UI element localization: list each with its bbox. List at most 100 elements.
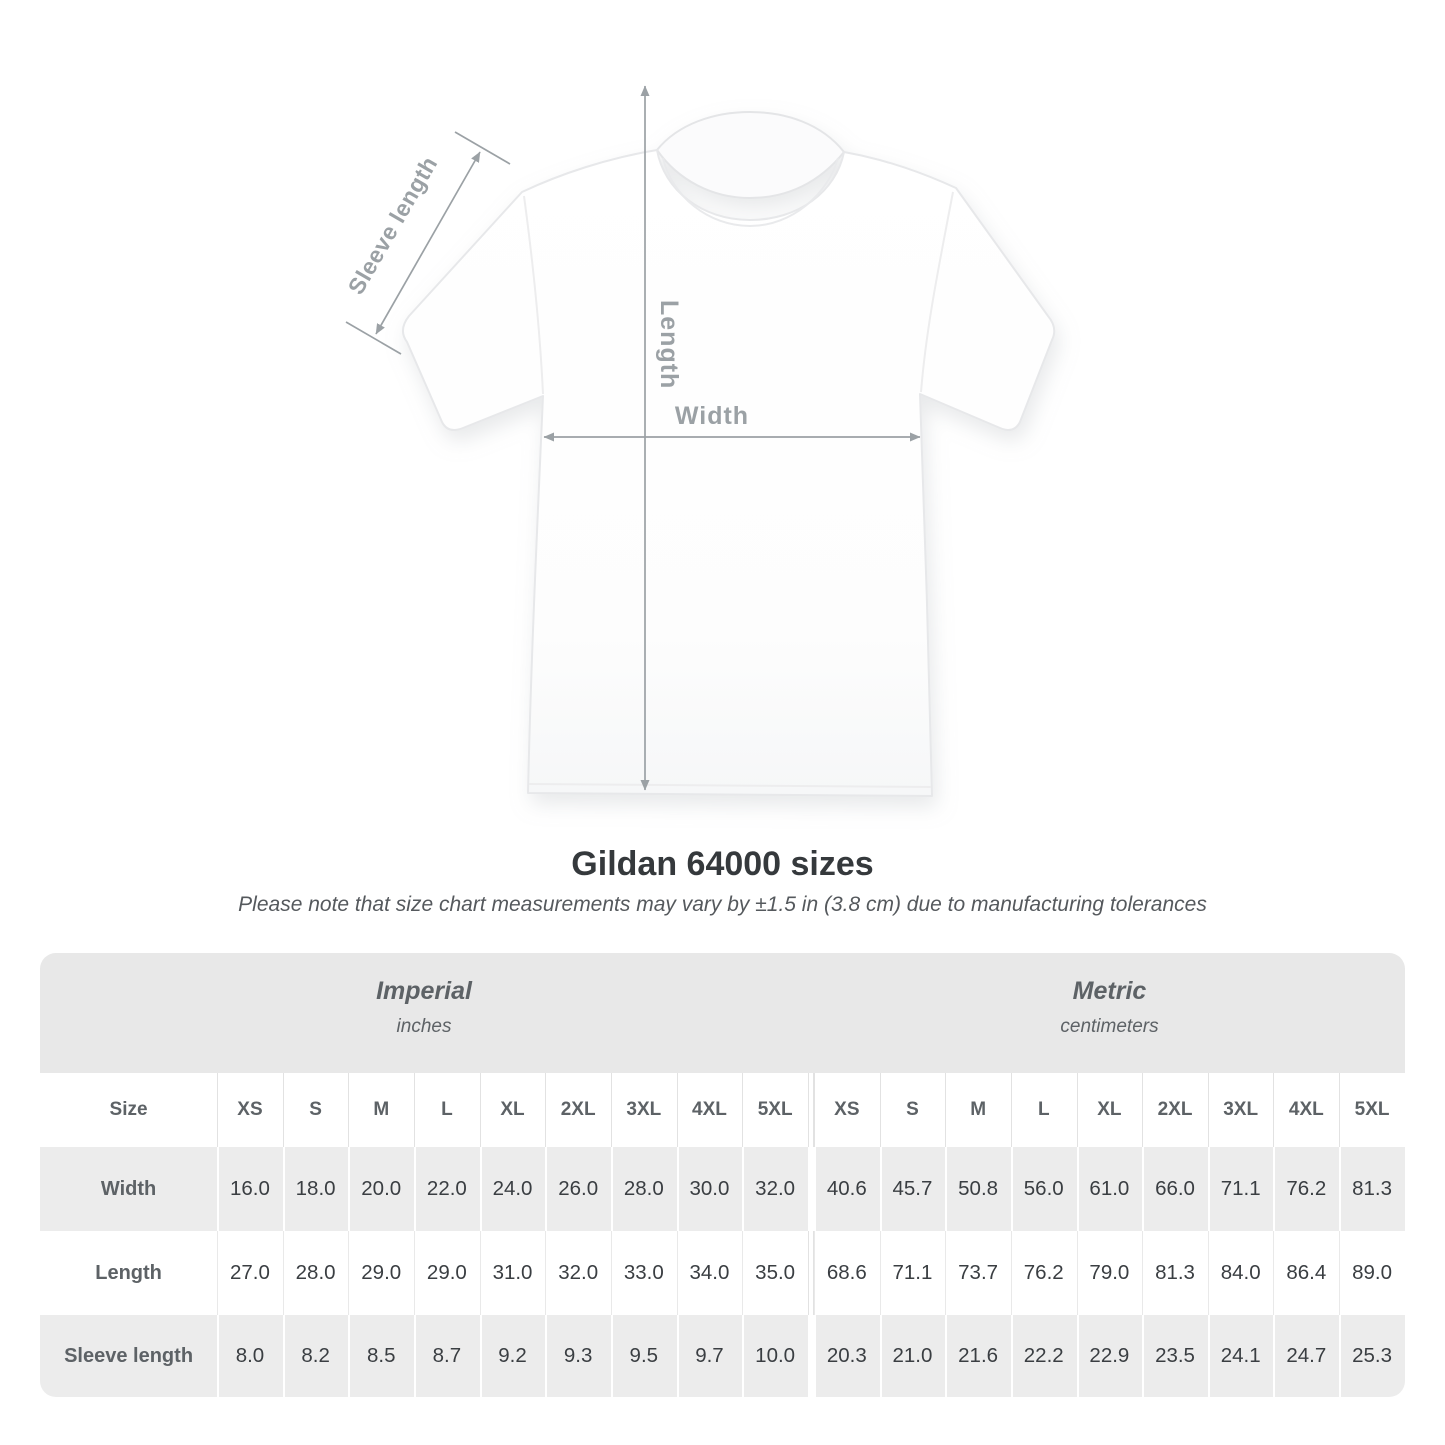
table-cell-metric: 84.0 <box>1207 1231 1274 1315</box>
table-cell-imperial: 9.5 <box>610 1315 677 1397</box>
tshirt-illustration <box>402 110 1056 797</box>
table-cell-metric: 25.3 <box>1339 1315 1405 1397</box>
table-cell-metric: 89.0 <box>1339 1231 1405 1315</box>
table-cell-imperial: 30.0 <box>676 1147 743 1231</box>
size-col-header-metric: 2XL <box>1142 1073 1208 1147</box>
tshirt-collar-seam <box>662 157 839 228</box>
table-cell-imperial: 34.0 <box>676 1231 743 1315</box>
unit-group-header-row: Imperial inches Metric centimeters <box>40 953 1405 1073</box>
group-divider <box>808 1231 814 1315</box>
size-col-header-metric: XS <box>814 1073 880 1147</box>
table-cell-metric: 71.1 <box>1207 1147 1274 1231</box>
table-cell-imperial: 9.3 <box>545 1315 611 1397</box>
page-subtitle: Please note that size chart measurements… <box>238 893 1207 916</box>
tshirt-body <box>402 149 1056 797</box>
table-cell-metric: 21.6 <box>945 1315 1011 1397</box>
table-cell-imperial: 32.0 <box>545 1231 611 1315</box>
table-cell-imperial: 31.0 <box>479 1231 546 1315</box>
table-cell-metric: 66.0 <box>1142 1147 1208 1231</box>
size-col-header-metric: 5XL <box>1339 1073 1405 1147</box>
metric-group-name: Metric <box>1072 977 1147 1005</box>
table-cell-imperial: 35.0 <box>742 1231 808 1315</box>
tshirt-right-sleeve-seam <box>920 191 954 393</box>
table-cell-imperial: 8.7 <box>414 1315 480 1397</box>
imperial-group-unit: inches <box>396 1016 452 1037</box>
size-col-header-imperial: L <box>414 1073 480 1147</box>
table-cell-metric: 40.6 <box>814 1147 880 1231</box>
size-col-header-metric: XL <box>1076 1073 1143 1147</box>
group-divider <box>808 953 814 1073</box>
metric-group-unit: centimeters <box>1060 1016 1159 1037</box>
length-label: Length <box>655 300 683 390</box>
table-cell-metric: 50.8 <box>945 1147 1011 1231</box>
group-divider <box>808 1315 814 1397</box>
size-col-header-metric: 3XL <box>1207 1073 1274 1147</box>
table-cell-metric: 76.2 <box>1010 1231 1077 1315</box>
width-label: Width <box>674 402 750 430</box>
table-cell-imperial: 27.0 <box>217 1231 283 1315</box>
table-cell-imperial: 8.2 <box>282 1315 349 1397</box>
size-col-header-imperial: 4XL <box>676 1073 743 1147</box>
size-header-row: Size XS S M L XL 2XL 3XL 4XL 5XL XS S M L XL 2XL 3XL 4XL 5… <box>40 1073 1405 1147</box>
table-cell-metric: 76.2 <box>1273 1147 1340 1231</box>
imperial-group-name: Imperial <box>376 977 472 1005</box>
size-col-header-metric: M <box>945 1073 1011 1147</box>
table-row-length: Length 27.0 28.0 29.0 29.0 31.0 32.0 33.0 34.0 35… <box>40 1231 1405 1315</box>
tshirt-left-sleeve-seam <box>523 195 544 395</box>
table-cell-imperial: 18.0 <box>282 1147 349 1231</box>
size-col-header-imperial: 3XL <box>610 1073 677 1147</box>
table-cell-metric: 68.6 <box>814 1231 880 1315</box>
measurement-annotations <box>345 85 921 791</box>
table-cell-imperial: 10.0 <box>742 1315 808 1397</box>
table-cell-imperial: 29.0 <box>348 1231 415 1315</box>
table-cell-imperial: 8.5 <box>348 1315 415 1397</box>
table-cell-metric: 61.0 <box>1076 1147 1143 1231</box>
size-col-header-imperial: 5XL <box>742 1073 808 1147</box>
table-cell-metric: 73.7 <box>945 1231 1011 1315</box>
row-label: Length <box>40 1231 218 1315</box>
sleeve-arrow-top-tick <box>454 131 511 165</box>
table-cell-imperial: 8.0 <box>217 1315 283 1397</box>
table-cell-metric: 56.0 <box>1010 1147 1077 1231</box>
table-cell-metric: 45.7 <box>879 1147 946 1231</box>
imperial-group-header: Imperial inches <box>40 953 808 1073</box>
table-cell-metric: 79.0 <box>1076 1231 1143 1315</box>
sleeve-length-arrow <box>375 151 481 335</box>
size-table: Imperial inches Metric centimeters Size XS S M L… <box>40 953 1405 1397</box>
table-cell-metric: 22.9 <box>1076 1315 1143 1397</box>
table-cell-imperial: 29.0 <box>414 1231 480 1315</box>
table-cell-imperial: 9.2 <box>479 1315 546 1397</box>
tshirt-hem-seam <box>528 783 932 788</box>
size-col-header-metric: L <box>1010 1073 1077 1147</box>
table-cell-metric: 24.7 <box>1273 1315 1340 1397</box>
size-col-header-imperial: 2XL <box>545 1073 611 1147</box>
row-label: Width <box>40 1147 218 1231</box>
metric-group-header: Metric centimeters <box>814 953 1405 1073</box>
size-col-header-imperial: M <box>348 1073 415 1147</box>
table-row-width: Width 16.0 18.0 20.0 22.0 24.0 26.0 28.0 30.0 32.… <box>40 1147 1405 1231</box>
table-cell-imperial: 20.0 <box>348 1147 415 1231</box>
group-divider <box>808 1073 814 1147</box>
size-col-header-imperial: S <box>282 1073 349 1147</box>
size-table-container: Imperial inches Metric centimeters Size XS S M L… <box>40 953 1405 1397</box>
size-header-label: Size <box>40 1073 218 1147</box>
table-row-sleeve-length: Sleeve length 8.0 8.2 8.5 8.7 9.2 9.3 9.5 9.7 10.… <box>40 1315 1405 1397</box>
table-cell-metric: 81.3 <box>1339 1147 1405 1231</box>
page-title: Gildan 64000 sizes <box>571 845 874 883</box>
table-cell-imperial: 16.0 <box>217 1147 283 1231</box>
table-cell-imperial: 33.0 <box>610 1231 677 1315</box>
size-col-header-metric: S <box>879 1073 946 1147</box>
size-col-header-imperial: XS <box>217 1073 283 1147</box>
table-cell-imperial: 22.0 <box>414 1147 480 1231</box>
sleeve-arrow-bottom-tick <box>345 321 402 355</box>
row-label: Sleeve length <box>40 1315 218 1397</box>
size-col-header-metric: 4XL <box>1273 1073 1340 1147</box>
table-cell-imperial: 28.0 <box>610 1147 677 1231</box>
table-cell-metric: 20.3 <box>814 1315 880 1397</box>
table-cell-imperial: 9.7 <box>676 1315 743 1397</box>
table-cell-imperial: 26.0 <box>545 1147 611 1231</box>
table-cell-metric: 86.4 <box>1273 1231 1340 1315</box>
table-cell-metric: 24.1 <box>1207 1315 1274 1397</box>
table-cell-metric: 71.1 <box>879 1231 946 1315</box>
